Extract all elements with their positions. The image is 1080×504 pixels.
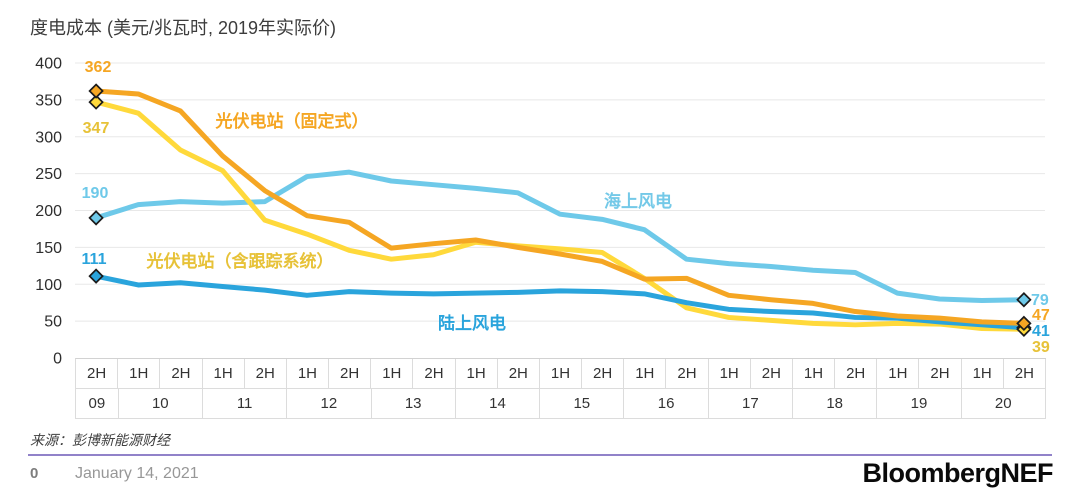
end-marker-pv-fixed <box>1016 315 1032 332</box>
x-axis-half-label: 2H <box>413 359 456 389</box>
start-marker-pv-tracking <box>88 94 104 110</box>
start-marker-pv-fixed <box>88 83 104 99</box>
value-label-111: 111 <box>82 251 107 268</box>
chart-title: 度电成本 (美元/兆瓦时, 2019年实际价) <box>30 18 337 38</box>
y-axis-label-350: 350 <box>35 92 62 109</box>
x-axis-half-label: 2H <box>750 359 793 389</box>
y-axis-label-0: 0 <box>53 351 62 368</box>
x-axis-half-label: 2H <box>244 359 287 389</box>
x-axis-year-label-15: 15 <box>540 389 625 419</box>
x-axis-half-label: 1H <box>455 359 498 389</box>
x-axis-year-label-19: 19 <box>877 389 962 419</box>
value-label-39: 39 <box>1032 339 1050 356</box>
x-axis-year-label-11: 11 <box>202 389 288 419</box>
x-axis-half-label: 2H <box>329 359 372 389</box>
x-axis-year-row: 09 10 11 12 13 14 15 16 17 18 19 20 <box>76 389 1046 419</box>
x-axis-half-label: 2H <box>76 359 119 389</box>
brand-logo: BloombergNEF <box>862 458 1053 488</box>
x-axis-half-label: 2H <box>1003 359 1046 389</box>
x-axis-half-label: 1H <box>961 359 1004 389</box>
series-label: 光伏电站（含跟踪系统） <box>146 251 334 271</box>
series-line-pv-tracking <box>93 99 1027 332</box>
x-axis-half-label: 2H <box>582 359 625 389</box>
x-axis-half-label: 2H <box>919 359 962 389</box>
footer-divider <box>28 454 1052 456</box>
x-axis-half-label: 1H <box>624 359 667 389</box>
series-label: 陆上风电 <box>438 313 506 333</box>
x-axis-half-label: 2H <box>666 359 709 389</box>
series-label: 海上风电 <box>604 191 672 211</box>
start-marker-onshore-wind <box>88 268 104 284</box>
y-axis-label-150: 150 <box>35 240 62 257</box>
x-axis-year-label-18: 18 <box>793 389 878 419</box>
x-axis-half-year-row: 2H 1H 2H 1H 2H 1H 2H 1H 2H 1H 2H 1H 2H 1H 2H 1H 2H 1H 2H 1H… <box>76 359 1046 389</box>
page-number: 0 <box>30 465 39 482</box>
x-axis-half-label: 1H <box>792 359 836 389</box>
value-label-79: 79 <box>1031 292 1049 309</box>
x-axis-half-label: 2H <box>497 359 540 389</box>
x-axis-table: 2H 1H 2H 1H 2H 1H 2H 1H 2H 1H 2H 1H 2H 1H 2H 1H 2H 1H 2H 1H… <box>75 358 1046 419</box>
end-marker-offshore-wind <box>1016 292 1032 308</box>
footer-date: January 14, 2021 <box>75 465 199 482</box>
x-axis-half-label: 1H <box>202 359 245 389</box>
x-axis-year-label-09: 09 <box>76 389 119 419</box>
y-axis-label-400: 400 <box>35 56 62 73</box>
series-line-pv-fixed <box>93 88 1027 326</box>
x-axis-year-label-10: 10 <box>118 389 203 419</box>
x-axis-half-label: 1H <box>118 359 161 389</box>
y-axis-label-50: 50 <box>44 314 62 331</box>
value-label-190: 190 <box>82 185 109 202</box>
start-marker-offshore-wind <box>88 210 104 226</box>
y-axis-label-100: 100 <box>35 277 62 294</box>
x-axis-half-label: 1H <box>539 359 583 389</box>
x-axis-half-label: 2H <box>160 359 203 389</box>
x-axis-half-label: 2H <box>835 359 878 389</box>
series-label: 光伏电站（固定式） <box>215 111 369 131</box>
x-axis-year-label-12: 12 <box>287 389 372 419</box>
value-label-362: 362 <box>85 59 112 76</box>
x-axis-year-label-14: 14 <box>455 389 541 419</box>
y-axis-label-200: 200 <box>35 203 62 220</box>
x-axis-half-label: 1H <box>286 359 330 389</box>
source-note: 来源：彭博新能源财经 <box>30 432 170 448</box>
x-axis-half-label: 1H <box>877 359 920 389</box>
x-axis-half-label: 1H <box>371 359 414 389</box>
x-axis-half-label: 1H <box>708 359 751 389</box>
lcoe-line-chart: 0 50 100 150 200 250 300 350 400 362 347 190 111 7947… <box>35 56 1050 368</box>
x-axis-year-label-13: 13 <box>371 389 456 419</box>
x-axis-year-label-20: 20 <box>961 389 1046 419</box>
x-axis-year-label-17: 17 <box>708 389 794 419</box>
x-axis-year-label-16: 16 <box>624 389 709 419</box>
series-line-offshore-wind <box>93 169 1027 303</box>
y-axis-label-300: 300 <box>35 129 62 146</box>
value-label-41: 41 <box>1032 323 1050 340</box>
value-label-47: 47 <box>1032 307 1050 324</box>
y-axis-label-250: 250 <box>35 166 62 183</box>
series-line-onshore-wind <box>93 273 1027 331</box>
value-label-347: 347 <box>83 120 110 137</box>
